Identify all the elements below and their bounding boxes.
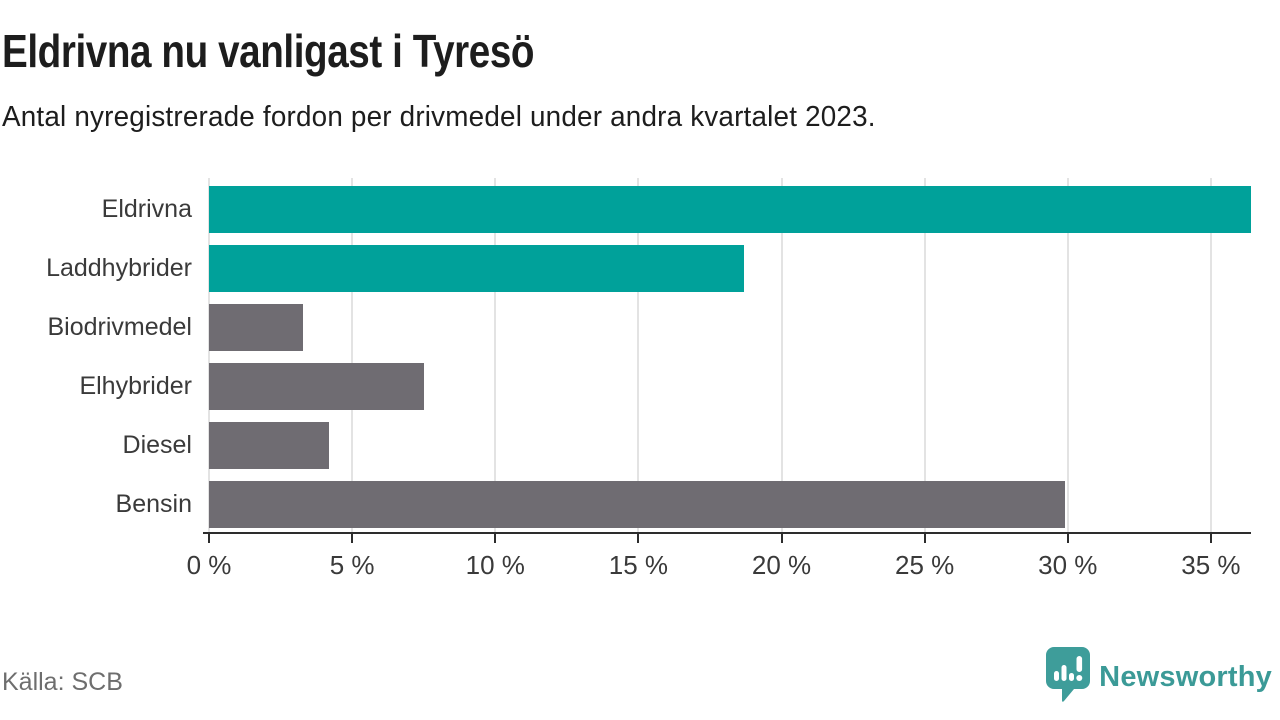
- x-tick-label-30: 30 %: [1038, 550, 1098, 580]
- x-tick-10: [494, 534, 497, 543]
- y-axis-label-laddhybrider: Laddhybrider: [46, 254, 192, 282]
- gridline-25: [923, 178, 926, 532]
- y-axis-label-biodrivmedel: Biodrivmedel: [47, 313, 192, 341]
- x-tick-35: [1209, 534, 1212, 543]
- gridline-5: [351, 178, 354, 532]
- bar-chart: Eldrivna Laddhybrider Biodrivmedel Elhybrid…: [46, 178, 1251, 580]
- bar-elhybrider: [209, 363, 424, 410]
- x-tick-30: [1066, 534, 1069, 543]
- x-tick-25: [923, 534, 926, 543]
- x-tick-5: [351, 534, 354, 543]
- x-tick-label-0: 0 %: [186, 550, 232, 580]
- gridline-20: [780, 178, 783, 532]
- bar-bensin: [209, 481, 1065, 528]
- bar-biodrivmedel: [209, 304, 304, 351]
- brand-name: Newsworthy: [1099, 660, 1272, 693]
- bar-eldrivna: [209, 186, 1251, 233]
- y-axis-label-elhybrider: Elhybrider: [79, 372, 192, 400]
- gridline-10: [494, 178, 497, 532]
- chart-subtitle: Antal nyregistrerade fordon per drivmede…: [2, 101, 876, 133]
- bar-laddhybrider: [209, 245, 745, 292]
- x-tick-label-20: 20 %: [751, 550, 812, 580]
- x-tick-20: [780, 534, 783, 543]
- y-axis-label-eldrivna: Eldrivna: [101, 195, 192, 223]
- plot-area: [208, 178, 1251, 532]
- gridline-30: [1066, 178, 1069, 532]
- brand-logo: Newsworthy: [1045, 646, 1272, 708]
- x-tick-0: [208, 534, 210, 543]
- x-tick-label-10: 10 %: [465, 550, 525, 580]
- newsworthy-bubble-chart-icon: [1045, 646, 1091, 708]
- gridline-0: [208, 178, 210, 532]
- x-tick-label-25: 25 %: [895, 550, 955, 580]
- gridline-35: [1209, 178, 1212, 532]
- chart-title: Eldrivna nu vanligast i Tyresö: [2, 25, 535, 77]
- x-tick-label-15: 15 %: [608, 550, 669, 580]
- x-tick-label-35: 35 %: [1181, 550, 1241, 580]
- x-axis-line: [203, 532, 1251, 534]
- y-axis-label-diesel: Diesel: [122, 431, 192, 459]
- bar-diesel: [209, 422, 330, 469]
- y-axis-label-bensin: Bensin: [115, 490, 192, 518]
- source-note: Källa: SCB: [2, 668, 123, 696]
- gridline-15: [637, 178, 640, 532]
- x-tick-15: [637, 534, 640, 543]
- x-tick-label-5: 5 %: [329, 550, 375, 580]
